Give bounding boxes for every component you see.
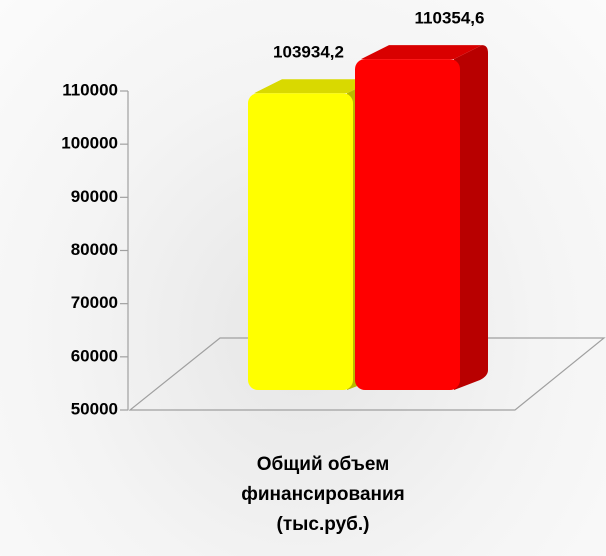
y-tick-label: 80000 [71,240,118,259]
y-tick-label: 70000 [71,293,118,312]
value-label: 103934,2 [273,43,344,62]
x-tick-label: Общий объем финансирования (тыс.руб.) [233,450,413,540]
chart-area: 50000 60000 70000 80000 90000 100000 110000 103… [0,0,606,556]
bar-part [355,59,460,390]
y-tick-label: 50000 [71,399,118,418]
y-tick-label: 60000 [71,346,118,365]
y-tick-label: 100000 [61,134,118,153]
bar [355,45,488,390]
y-tick-label: 90000 [71,187,118,206]
y-tick-label: 110000 [62,80,118,99]
bar-part [248,93,353,390]
value-label: 110354,6 [415,9,485,28]
